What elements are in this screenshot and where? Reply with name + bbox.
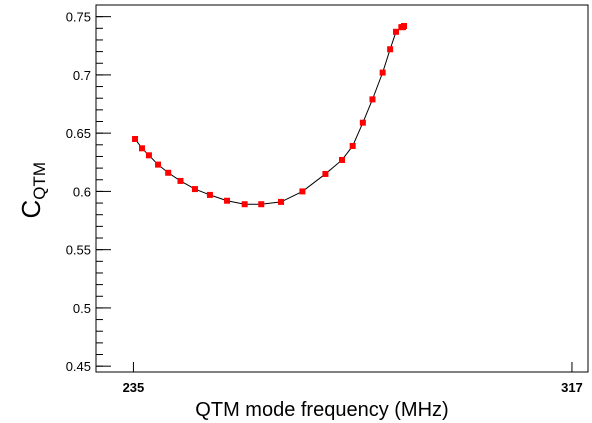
data-points xyxy=(132,22,408,208)
data-point xyxy=(379,69,386,76)
data-point xyxy=(258,201,265,208)
data-point xyxy=(155,161,162,168)
x-axis: 235 317 xyxy=(123,362,583,395)
data-point xyxy=(393,28,400,35)
y-tick-label: 0.65 xyxy=(66,126,91,141)
data-point xyxy=(299,188,306,195)
data-point xyxy=(401,22,408,29)
y-tick-label: 0.45 xyxy=(66,359,91,374)
data-point xyxy=(369,96,376,103)
data-point xyxy=(387,46,394,53)
x-tick-label: 317 xyxy=(561,380,583,395)
data-point xyxy=(278,198,285,205)
y-tick-label: 0.75 xyxy=(66,10,91,25)
y-axis-title-main: C xyxy=(16,200,46,219)
data-point xyxy=(132,135,139,142)
x-tick-label: 235 xyxy=(123,380,145,395)
plot-frame xyxy=(95,4,589,373)
data-point xyxy=(206,191,213,198)
data-point xyxy=(241,201,248,208)
y-tick-label: 0.55 xyxy=(66,243,91,258)
y-axis-title: CQTM xyxy=(16,162,49,219)
fit-line xyxy=(134,25,405,205)
data-point xyxy=(359,119,366,126)
data-point xyxy=(165,169,172,176)
x-axis-title: QTM mode frequency (MHz) xyxy=(195,399,448,421)
data-point xyxy=(191,186,198,193)
y-tick-label: 0.5 xyxy=(73,301,91,316)
y-tick-label: 0.7 xyxy=(73,68,91,83)
data-point xyxy=(322,170,329,177)
data-point xyxy=(339,156,345,163)
fit-curve xyxy=(134,25,405,205)
data-point xyxy=(145,152,152,159)
data-point xyxy=(349,142,356,149)
y-axis-title-subscript: QTM xyxy=(30,162,49,200)
data-point xyxy=(224,197,231,204)
y-axis: 0.45 0.5 0.55 0.6 0.65 0.7 0.75 xyxy=(66,4,111,374)
data-point xyxy=(177,177,184,184)
data-point xyxy=(138,145,145,152)
y-tick-label: 0.6 xyxy=(73,184,91,199)
